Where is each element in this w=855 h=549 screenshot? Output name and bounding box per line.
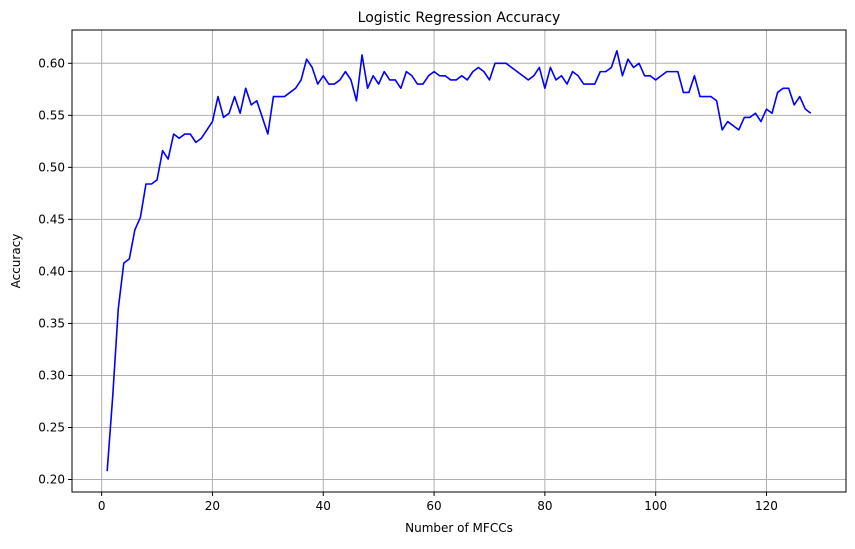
ticks: 0 20 40 60 80 100 120 0.20 0.25 0.30 0.35 0.40 0.45 0… <box>38 56 778 513</box>
y-axis-label: Accuracy <box>9 234 23 289</box>
x-axis-label: Number of MFCCs <box>405 521 513 535</box>
grid <box>72 30 846 492</box>
x-tick-label: 80 <box>537 499 552 513</box>
y-tick-label: 0.55 <box>38 108 65 122</box>
y-tick-label: 0.20 <box>38 473 65 487</box>
y-tick-label: 0.45 <box>38 212 65 226</box>
x-tick-label: 0 <box>98 499 106 513</box>
x-tick-label: 100 <box>644 499 667 513</box>
x-tick-label: 40 <box>316 499 331 513</box>
y-tick-label: 0.60 <box>38 56 65 70</box>
x-tick-label: 20 <box>205 499 220 513</box>
plot-frame <box>71 29 847 493</box>
y-tick-label: 0.35 <box>38 316 65 330</box>
chart-title: Logistic Regression Accuracy <box>358 10 561 26</box>
x-tick-label: 60 <box>426 499 441 513</box>
y-tick-label: 0.25 <box>38 420 65 434</box>
x-tick-label: 120 <box>755 499 778 513</box>
series-layer <box>106 50 812 472</box>
y-tick-label: 0.40 <box>38 264 65 278</box>
y-tick-label: 0.30 <box>38 368 65 382</box>
accuracy-series-line <box>106 50 812 472</box>
y-tick-label: 0.50 <box>38 160 65 174</box>
